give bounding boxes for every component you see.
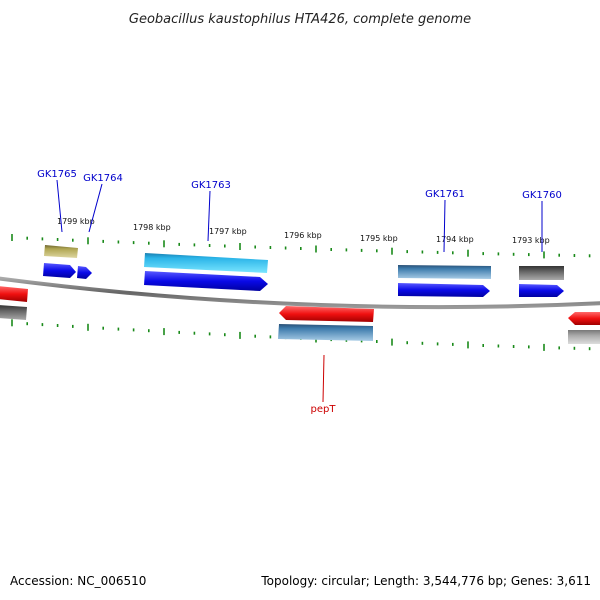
gene-label-gk1765[interactable]: GK1765 — [37, 169, 77, 180]
scale-label-1798: 1798 kbp — [133, 223, 171, 232]
genome-summary-text: Topology: circular; Length: 3,544,776 bp… — [261, 574, 591, 588]
genome-backbone — [0, 276, 600, 310]
gene-arrow-gk1765-cds[interactable] — [43, 263, 76, 278]
gene-feature-left-edge[interactable] — [0, 305, 27, 320]
gene-feature-pept[interactable] — [278, 324, 373, 341]
leader-gk1765 — [56, 179, 63, 233]
outer-scale-ticks — [11, 234, 591, 259]
gene-feature-right-edge[interactable] — [568, 330, 600, 344]
reverse-strand-features — [0, 286, 600, 344]
gene-arrow-gk1760-cds[interactable] — [519, 284, 564, 297]
gene-feature-gk1761[interactable] — [398, 265, 491, 279]
gene-arrow-gk1764[interactable] — [77, 266, 92, 279]
leader-gk1761 — [443, 199, 446, 253]
scale-label-1796: 1796 kbp — [284, 231, 322, 240]
gene-arrow-gk1761-cds[interactable] — [398, 283, 490, 297]
scale-label-1793: 1793 kbp — [512, 236, 550, 245]
scale-label-1795: 1795 kbp — [360, 234, 398, 243]
leader-pept — [322, 354, 325, 403]
gene-arrow-gk1763-cds[interactable] — [144, 271, 268, 291]
label-leaders — [56, 179, 543, 403]
scale-label-1797: 1797 kbp — [209, 227, 247, 236]
accession-text: Accession: NC_006510 — [10, 574, 147, 588]
scale-label-1794: 1794 kbp — [436, 235, 474, 244]
forward-strand-features — [43, 245, 564, 297]
gene-label-pept[interactable]: pepT — [311, 404, 337, 415]
gene-arrow-left-edge-reverse[interactable] — [0, 286, 28, 302]
gene-feature-gk1763[interactable] — [144, 253, 268, 273]
gene-label-gk1763[interactable]: GK1763 — [191, 180, 231, 191]
scale-labels: 1799 kbp 1798 kbp 1797 kbp 1796 kbp 1795… — [57, 217, 550, 245]
gene-label-gk1760[interactable]: GK1760 — [522, 190, 562, 201]
leader-gk1764 — [88, 183, 103, 233]
leader-gk1763 — [207, 190, 211, 242]
gene-feature-gk1765[interactable] — [44, 245, 78, 258]
gene-feature-gk1760[interactable] — [519, 266, 564, 280]
scale-label-1799: 1799 kbp — [57, 217, 95, 226]
gene-arrow-pept[interactable] — [279, 306, 374, 322]
gene-label-gk1764[interactable]: GK1764 — [83, 173, 123, 184]
gene-label-gk1761[interactable]: GK1761 — [425, 189, 465, 200]
gene-arrow-right-edge-reverse[interactable] — [568, 312, 600, 325]
gene-labels: GK1765 GK1764 GK1763 GK1761 GK1760 pepT — [37, 169, 562, 415]
map-title: Geobacillus kaustophilus HTA426, complet… — [129, 12, 471, 27]
